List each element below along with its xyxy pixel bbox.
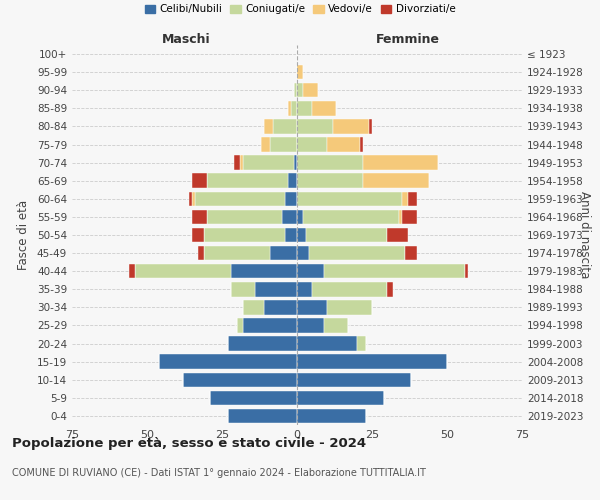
Text: Popolazione per età, sesso e stato civile - 2024: Popolazione per età, sesso e stato civil… bbox=[12, 437, 366, 450]
Bar bbox=[282, 210, 297, 224]
Bar bbox=[294, 83, 297, 98]
Bar bbox=[264, 300, 297, 314]
Bar bbox=[129, 264, 135, 278]
Bar bbox=[207, 210, 282, 224]
Bar bbox=[264, 119, 273, 134]
Bar bbox=[357, 336, 366, 351]
Bar bbox=[369, 119, 372, 134]
Bar bbox=[309, 246, 405, 260]
Bar bbox=[297, 192, 402, 206]
Text: COMUNE DI RUVIANO (CE) - Dati ISTAT 1° gennaio 2024 - Elaborazione TUTTITALIA.IT: COMUNE DI RUVIANO (CE) - Dati ISTAT 1° g… bbox=[12, 468, 426, 477]
Bar bbox=[210, 390, 297, 405]
Bar bbox=[237, 318, 243, 332]
Bar bbox=[243, 300, 264, 314]
Y-axis label: Fasce di età: Fasce di età bbox=[17, 200, 30, 270]
Bar bbox=[297, 65, 303, 80]
Bar bbox=[297, 174, 363, 188]
Bar bbox=[297, 101, 312, 116]
Bar bbox=[297, 372, 411, 387]
Bar bbox=[387, 228, 408, 242]
Bar bbox=[243, 318, 297, 332]
Bar bbox=[285, 228, 297, 242]
Y-axis label: Anni di nascita: Anni di nascita bbox=[578, 192, 590, 278]
Bar bbox=[189, 192, 192, 206]
Bar bbox=[402, 192, 408, 206]
Bar bbox=[363, 156, 438, 170]
Text: Maschi: Maschi bbox=[161, 33, 211, 46]
Bar bbox=[297, 228, 306, 242]
Bar bbox=[297, 264, 324, 278]
Text: Femmine: Femmine bbox=[376, 33, 440, 46]
Bar bbox=[198, 246, 204, 260]
Bar bbox=[270, 246, 297, 260]
Legend: Celibi/Nubili, Coniugati/e, Vedovi/e, Divorziati/e: Celibi/Nubili, Coniugati/e, Vedovi/e, Di… bbox=[140, 0, 460, 18]
Bar bbox=[303, 210, 399, 224]
Bar bbox=[465, 264, 468, 278]
Bar bbox=[297, 408, 366, 423]
Bar bbox=[294, 156, 297, 170]
Bar bbox=[204, 228, 285, 242]
Bar bbox=[297, 246, 309, 260]
Bar bbox=[261, 138, 270, 152]
Bar bbox=[231, 282, 255, 296]
Bar bbox=[297, 390, 384, 405]
Bar bbox=[312, 282, 387, 296]
Bar bbox=[324, 318, 348, 332]
Bar bbox=[192, 192, 195, 206]
Bar bbox=[273, 119, 297, 134]
Bar bbox=[297, 354, 447, 369]
Bar bbox=[408, 192, 417, 206]
Bar bbox=[159, 354, 297, 369]
Bar bbox=[297, 210, 303, 224]
Bar bbox=[270, 138, 297, 152]
Bar bbox=[387, 282, 393, 296]
Bar bbox=[192, 228, 204, 242]
Bar bbox=[327, 300, 372, 314]
Bar bbox=[192, 174, 207, 188]
Bar bbox=[333, 119, 369, 134]
Bar bbox=[288, 101, 291, 116]
Bar bbox=[405, 246, 417, 260]
Bar bbox=[297, 318, 324, 332]
Bar bbox=[399, 210, 402, 224]
Bar bbox=[324, 264, 465, 278]
Bar bbox=[306, 228, 387, 242]
Bar bbox=[360, 138, 363, 152]
Bar bbox=[297, 282, 312, 296]
Bar bbox=[288, 174, 297, 188]
Bar bbox=[231, 264, 297, 278]
Bar bbox=[228, 408, 297, 423]
Bar bbox=[402, 210, 417, 224]
Bar bbox=[291, 101, 297, 116]
Bar bbox=[297, 336, 357, 351]
Bar bbox=[228, 336, 297, 351]
Bar bbox=[234, 156, 240, 170]
Bar bbox=[297, 156, 363, 170]
Bar bbox=[135, 264, 231, 278]
Bar bbox=[255, 282, 297, 296]
Bar bbox=[297, 138, 327, 152]
Bar bbox=[303, 83, 318, 98]
Bar bbox=[243, 156, 294, 170]
Bar bbox=[327, 138, 360, 152]
Bar bbox=[312, 101, 336, 116]
Bar bbox=[297, 83, 303, 98]
Bar bbox=[207, 174, 288, 188]
Bar bbox=[285, 192, 297, 206]
Bar bbox=[192, 210, 207, 224]
Bar bbox=[204, 246, 270, 260]
Bar bbox=[297, 119, 333, 134]
Bar bbox=[240, 156, 243, 170]
Bar bbox=[183, 372, 297, 387]
Bar bbox=[297, 300, 327, 314]
Bar bbox=[195, 192, 285, 206]
Bar bbox=[363, 174, 429, 188]
